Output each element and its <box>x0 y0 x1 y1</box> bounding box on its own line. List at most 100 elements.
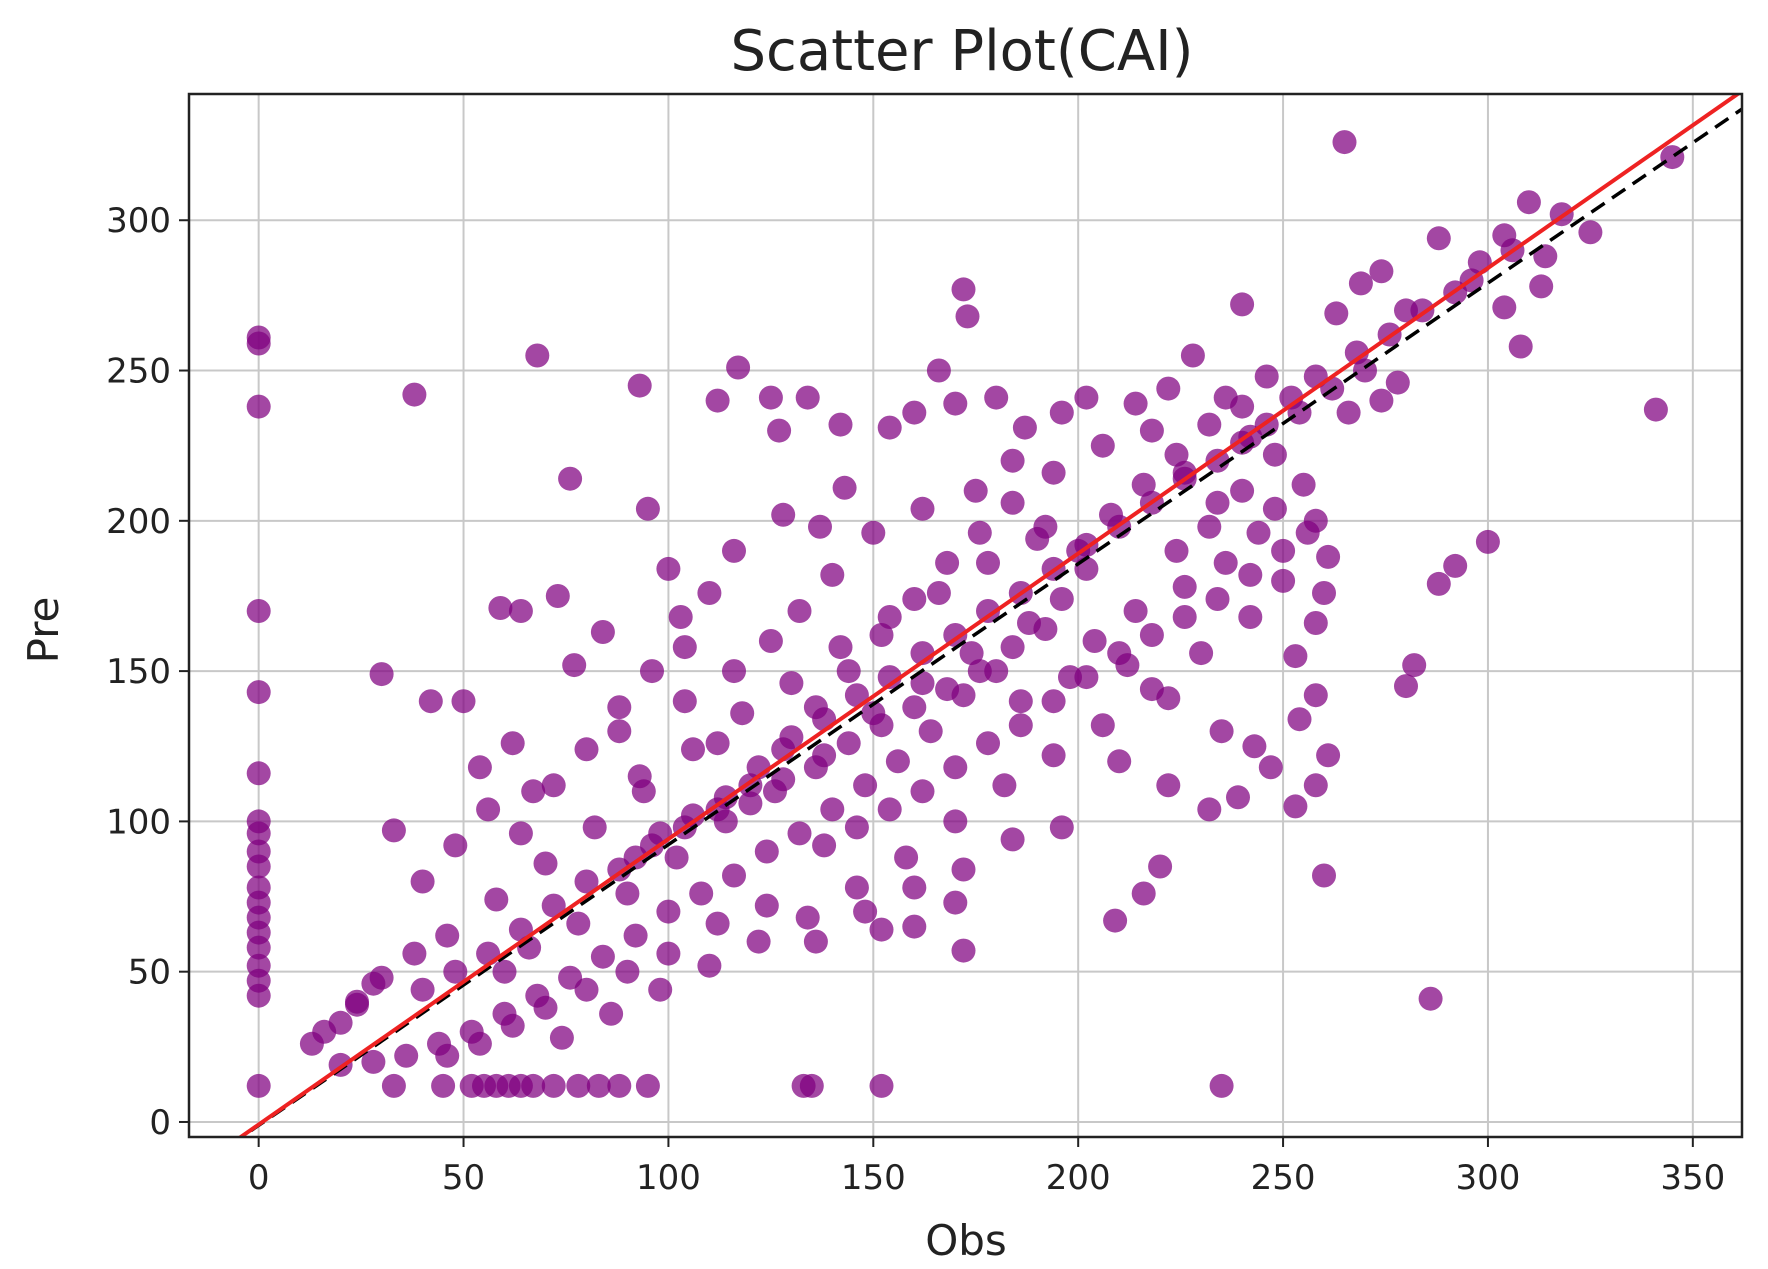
data-point-328 <box>476 941 501 966</box>
data-point-113 <box>668 605 693 629</box>
data-point-61 <box>1148 854 1173 879</box>
data-point-70 <box>381 818 406 843</box>
data-point-152 <box>1209 719 1234 744</box>
data-point-121 <box>500 731 525 756</box>
x-tick-label-50: 50 <box>442 1158 485 1198</box>
data-point-177 <box>361 1049 386 1074</box>
data-point-256 <box>492 959 517 984</box>
data-point-127 <box>758 629 783 653</box>
y-tick-label-150: 150 <box>106 652 171 692</box>
data-point-120 <box>467 755 492 780</box>
data-point-102 <box>902 400 927 425</box>
data-point-62 <box>1131 881 1156 906</box>
data-point-183 <box>746 929 771 954</box>
data-point-29 <box>586 1073 611 1098</box>
data-point-156 <box>1049 587 1074 611</box>
data-point-213 <box>402 941 427 966</box>
data-point-79 <box>1578 220 1603 245</box>
y-axis-label: Pre <box>19 597 68 664</box>
data-point-60 <box>1197 797 1222 822</box>
data-point-192 <box>1189 641 1214 666</box>
data-point-181 <box>648 977 673 1002</box>
data-point-197 <box>1172 574 1197 599</box>
data-point-345 <box>1033 617 1058 641</box>
data-point-133 <box>1000 448 1025 473</box>
data-point-1 <box>246 331 271 356</box>
y-tick-label-0: 0 <box>149 1103 171 1143</box>
data-point-122 <box>521 779 546 804</box>
data-point-81 <box>1369 259 1394 284</box>
data-point-202 <box>926 581 951 605</box>
data-point-331 <box>574 869 599 894</box>
data-point-146 <box>1303 683 1328 708</box>
data-point-143 <box>1312 581 1336 605</box>
data-point-52 <box>1312 863 1336 888</box>
data-point-312 <box>812 707 837 732</box>
plot-frame <box>187 92 1744 1139</box>
data-point-221 <box>574 737 599 762</box>
data-point-106 <box>767 418 792 443</box>
data-point-194 <box>1271 568 1296 593</box>
data-point-326 <box>410 977 435 1002</box>
data-point-118 <box>545 584 570 608</box>
data-point-269 <box>1107 749 1132 774</box>
data-point-161 <box>885 749 910 774</box>
data-point-167 <box>689 881 714 906</box>
data-point-330 <box>541 893 566 918</box>
data-point-84 <box>1394 298 1418 323</box>
data-point-57 <box>1394 674 1418 699</box>
data-point-114 <box>590 620 615 644</box>
data-point-327 <box>443 959 468 984</box>
x-axis-ticks: 0 50 100 150 200 250 300 350 <box>248 1137 1725 1198</box>
grid <box>189 94 1742 1137</box>
data-point-193 <box>1238 605 1263 629</box>
data-point-292 <box>1008 713 1033 738</box>
data-point-266 <box>959 641 984 666</box>
data-point-142 <box>1316 544 1341 569</box>
data-point-112 <box>656 556 681 581</box>
data-point-305 <box>1164 538 1189 563</box>
data-point-251 <box>1533 244 1558 269</box>
data-point-119 <box>451 689 476 714</box>
data-point-148 <box>1316 743 1341 768</box>
data-point-222 <box>607 695 632 720</box>
data-point-58 <box>1242 734 1267 759</box>
data-point-144 <box>1303 611 1328 635</box>
data-point-5 <box>246 761 271 786</box>
data-point-17 <box>246 983 271 1008</box>
data-point-214 <box>369 965 394 990</box>
data-point-339 <box>836 731 861 756</box>
data-point-94 <box>1180 343 1205 368</box>
data-point-293 <box>1041 689 1066 714</box>
data-point-299 <box>1238 562 1263 587</box>
data-point-304 <box>1197 514 1222 539</box>
data-point-56 <box>1402 653 1427 678</box>
data-point-138 <box>1205 490 1230 515</box>
data-point-135 <box>1090 433 1115 458</box>
data-point-208 <box>631 779 656 804</box>
data-point-211 <box>484 887 509 912</box>
data-point-303 <box>1230 478 1255 503</box>
data-point-241 <box>1230 394 1255 419</box>
data-point-272 <box>1000 827 1025 852</box>
data-point-95 <box>1156 376 1181 401</box>
data-point-276 <box>803 929 828 954</box>
data-point-163 <box>820 797 845 822</box>
data-point-287 <box>844 815 869 840</box>
data-point-336 <box>738 791 763 816</box>
x-tick-label-100: 100 <box>636 1158 701 1198</box>
data-point-140 <box>1291 472 1316 497</box>
data-point-317 <box>976 599 1000 623</box>
data-point-104 <box>828 412 853 437</box>
data-point-77 <box>1516 190 1541 215</box>
data-point-219 <box>508 821 533 846</box>
data-point-155 <box>1082 629 1107 653</box>
data-point-297 <box>1172 605 1197 629</box>
data-point-215 <box>345 989 369 1014</box>
x-tick-label-200: 200 <box>1046 1158 1111 1198</box>
data-point-176 <box>394 1043 419 1068</box>
data-point-209 <box>582 815 607 840</box>
data-point-344 <box>1000 635 1025 660</box>
data-point-14 <box>246 935 271 960</box>
data-point-105 <box>795 385 820 410</box>
